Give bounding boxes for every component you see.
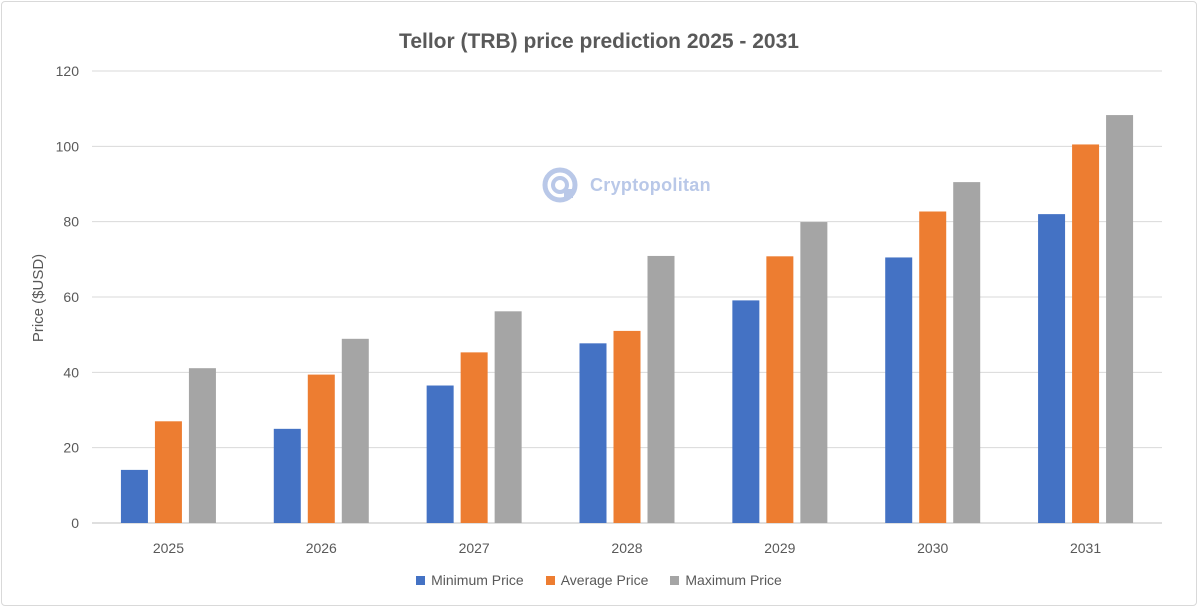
bar-average-price-2029: [766, 256, 794, 523]
legend-label: Average Price: [560, 572, 649, 588]
legend-item: Average Price: [545, 572, 649, 588]
legend-item: Minimum Price: [416, 572, 524, 588]
bar-minimum-price-2026: [273, 428, 301, 523]
bar-minimum-price-2029: [732, 300, 760, 523]
bar-maximum-price-2029: [800, 222, 828, 523]
x-axis-ticks: 2025 2026 2027 2028 2029 2030 2031: [153, 540, 1102, 556]
x-tick-label: 2031: [1070, 540, 1101, 556]
legend-label: Minimum Price: [431, 572, 524, 588]
legend-swatch: [416, 575, 426, 585]
legend: Minimum Price Average Price Maximum Price: [2, 572, 1196, 588]
legend-swatch: [545, 575, 555, 585]
bar-minimum-price-2030: [885, 257, 913, 523]
x-tick-label: 2030: [917, 540, 948, 556]
legend-label: Maximum Price: [685, 572, 782, 588]
bar-maximum-price-2028: [647, 255, 675, 523]
bar-average-price-2025: [154, 421, 182, 523]
legend-item: Maximum Price: [670, 572, 782, 588]
bar-minimum-price-2025: [120, 469, 148, 523]
y-tick-label: 0: [71, 515, 79, 531]
y-axis-ticks: 0 20 40 60 80 100 120: [56, 63, 80, 531]
bar-minimum-price-2027: [426, 385, 454, 523]
x-tick-label: 2027: [459, 540, 490, 556]
x-tick-label: 2025: [153, 540, 184, 556]
bar-maximum-price-2030: [953, 182, 981, 523]
bar-minimum-price-2028: [579, 343, 607, 523]
watermark: Cryptopolitan: [540, 165, 711, 205]
x-tick-label: 2028: [611, 540, 642, 556]
cryptopolitan-logo-icon: [542, 167, 578, 203]
bar-minimum-price-2031: [1038, 214, 1066, 523]
bars: [120, 115, 1134, 523]
bar-average-price-2026: [307, 374, 335, 523]
legend-swatch: [670, 575, 680, 585]
y-tick-label: 100: [56, 138, 80, 154]
chart-title: Tellor (TRB) price prediction 2025 - 203…: [399, 30, 799, 53]
y-tick-label: 120: [56, 63, 80, 79]
y-tick-label: 40: [63, 364, 79, 380]
y-tick-label: 60: [63, 289, 79, 305]
watermark-text: Cryptopolitan: [590, 174, 711, 195]
bar-average-price-2028: [613, 330, 641, 523]
bar-average-price-2027: [460, 352, 488, 523]
y-tick-label: 20: [63, 440, 79, 456]
x-tick-label: 2026: [306, 540, 337, 556]
bar-maximum-price-2026: [341, 338, 369, 523]
bar-average-price-2031: [1072, 144, 1100, 523]
bar-maximum-price-2027: [494, 311, 522, 523]
y-axis-label: Price ($USD): [30, 254, 47, 342]
bar-average-price-2030: [919, 211, 947, 523]
y-tick-label: 80: [63, 214, 79, 230]
bar-maximum-price-2031: [1106, 115, 1134, 523]
x-tick-label: 2029: [764, 540, 795, 556]
bar-maximum-price-2025: [188, 368, 216, 523]
